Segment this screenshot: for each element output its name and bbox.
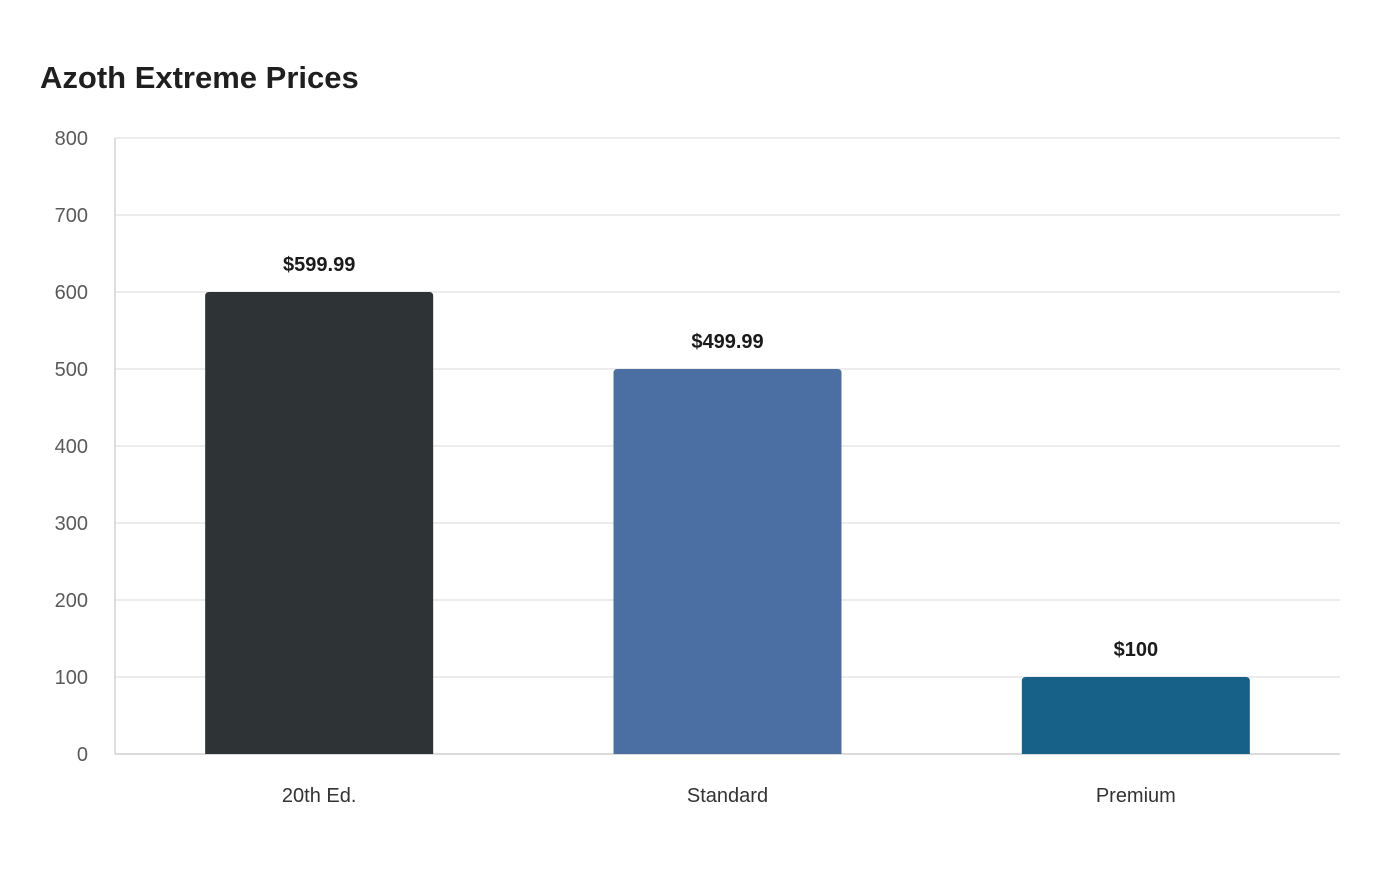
labels: $599.99 20th Ed. $499.99 Standard $100 Premiu… [282,254,1176,807]
data-label: $499.99 [691,331,763,353]
data-label: $100 [1114,639,1159,661]
x-tick-label: Premium [1096,785,1176,807]
y-tick-label: 100 [55,667,88,689]
bar-standard [613,369,842,754]
bar-20th-ed [205,292,434,754]
x-tick-label: Standard [687,785,768,807]
y-tick-label: 700 [55,205,88,227]
y-tick-label: 400 [55,436,88,458]
bars [205,292,1250,754]
y-tick-label: 800 [55,128,88,150]
chart-title: Azoth Extreme Prices [40,60,359,95]
y-tick-label: 600 [55,282,88,304]
data-label: $599.99 [283,254,355,276]
bar-premium [1021,677,1250,754]
y-tick-label: 0 [77,744,88,766]
y-tick-label: 300 [55,513,88,535]
x-tick-label: 20th Ed. [282,785,357,807]
y-tick-label: 200 [55,590,88,612]
y-tick-label: 500 [55,359,88,381]
